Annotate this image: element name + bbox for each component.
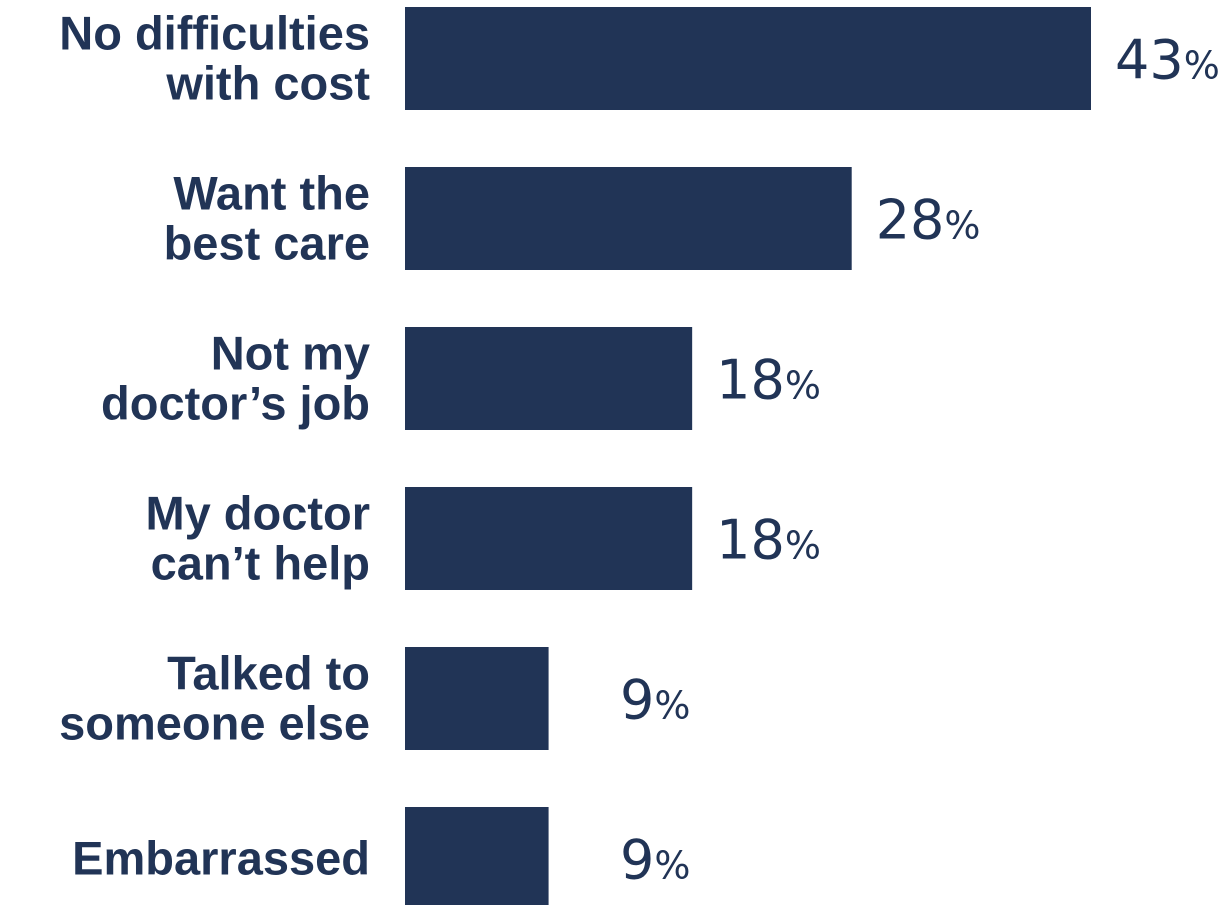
value-label: 43%	[1115, 29, 1220, 92]
category-label: Want the best care	[164, 167, 370, 270]
category-label-line: best care	[164, 217, 370, 270]
category-label-line: Embarrassed	[72, 832, 370, 885]
value-label: 9%	[620, 829, 690, 892]
value-label: 28%	[876, 189, 981, 252]
value-percent-sign: %	[785, 524, 821, 568]
category-label-line: someone else	[59, 697, 370, 750]
category-label: Talked to someone else	[59, 647, 370, 750]
category-label-line: can’t help	[151, 537, 370, 590]
value-number: 18	[716, 509, 785, 572]
bar-2	[405, 327, 693, 430]
category-label-line: Not my	[211, 327, 370, 380]
bar-4	[405, 647, 549, 750]
category-label-line: Talked to	[167, 647, 370, 700]
value-percent-sign: %	[785, 364, 821, 408]
value-label: 9%	[620, 669, 690, 732]
value-label: 18%	[716, 509, 821, 572]
category-label: No difficulties with cost	[59, 7, 370, 110]
value-number: 43	[1115, 29, 1184, 92]
bar-1	[405, 167, 852, 270]
category-label: My doctor can’t help	[145, 487, 370, 590]
value-number: 18	[716, 349, 785, 412]
category-label: Embarrassed	[72, 832, 370, 885]
bar-5	[405, 807, 549, 905]
value-labels: 43%28%18%18%9%9%	[620, 29, 1220, 892]
value-percent-sign: %	[1184, 44, 1220, 88]
value-number: 9	[620, 829, 654, 892]
category-label-line: My doctor	[145, 487, 370, 540]
bar-3	[405, 487, 693, 590]
category-label-line: with cost	[165, 57, 370, 110]
category-label-line: doctor’s job	[101, 377, 370, 430]
category-label-line: No difficulties	[59, 7, 370, 60]
category-label: Not my doctor’s job	[101, 327, 370, 430]
value-percent-sign: %	[654, 844, 690, 888]
bar-0	[405, 7, 1091, 110]
category-label-line: Want the	[173, 167, 370, 220]
value-label: 18%	[716, 349, 821, 412]
value-percent-sign: %	[944, 204, 980, 248]
value-number: 9	[620, 669, 654, 732]
value-number: 28	[876, 189, 945, 252]
bars	[405, 7, 1091, 905]
value-percent-sign: %	[654, 684, 690, 728]
category-labels: No difficulties with cost Want the best car…	[59, 7, 370, 885]
